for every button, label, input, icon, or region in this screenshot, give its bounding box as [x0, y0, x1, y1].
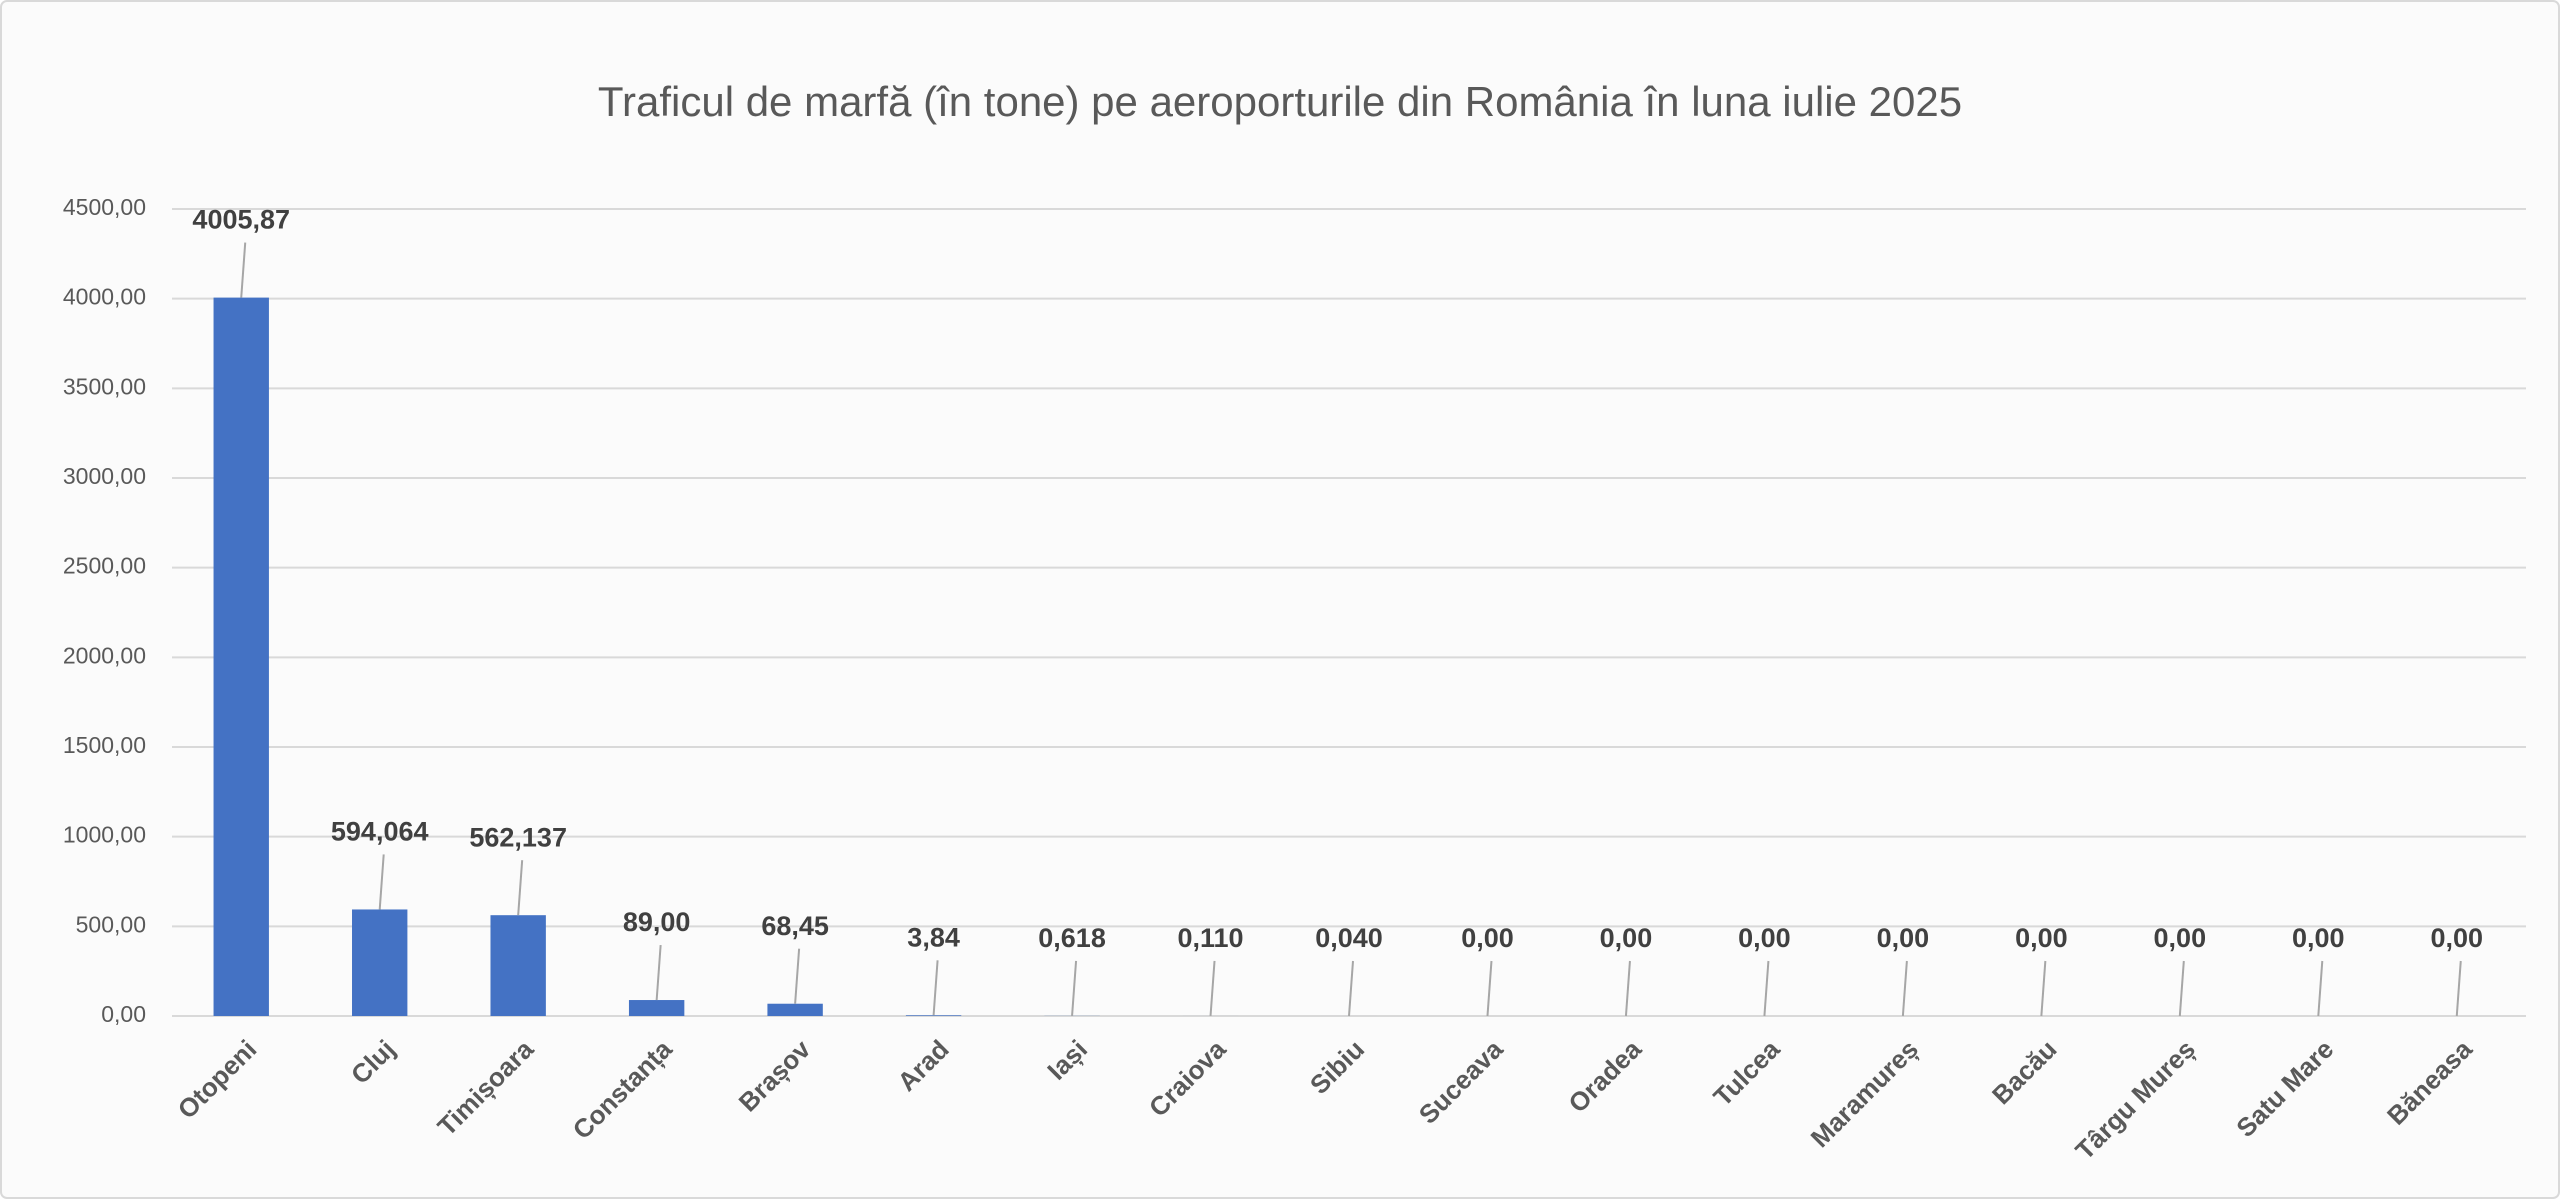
data-label: 0,00	[2430, 923, 2483, 953]
y-tick-label: 0,00	[101, 1001, 146, 1027]
y-tick-label: 500,00	[76, 911, 146, 937]
data-label: 0,040	[1315, 923, 1383, 953]
data-label: 0,00	[2154, 923, 2207, 953]
data-label: 0,00	[1877, 923, 1930, 953]
y-tick-label: 4500,00	[63, 194, 146, 220]
y-tick-label: 2000,00	[63, 642, 146, 668]
bar	[352, 909, 407, 1016]
data-label: 0,00	[2292, 923, 2345, 953]
data-label: 594,064	[331, 817, 429, 847]
data-label: 89,00	[623, 907, 691, 937]
data-label: 0,00	[1461, 923, 1514, 953]
chart-title: Traficul de marfă (în tone) pe aeroportu…	[598, 78, 1962, 125]
data-label: 0,00	[1738, 923, 1791, 953]
bar	[629, 1000, 684, 1016]
data-label: 562,137	[469, 822, 567, 852]
y-tick-label: 3000,00	[63, 463, 146, 489]
data-label: 0,00	[2015, 923, 2068, 953]
y-tick-label: 2500,00	[63, 553, 146, 579]
bar	[906, 1015, 961, 1016]
bar	[490, 915, 545, 1016]
y-tick-label: 1000,00	[63, 822, 146, 848]
data-label: 68,45	[761, 911, 829, 941]
y-tick-label: 4000,00	[63, 284, 146, 310]
y-tick-label: 1500,00	[63, 732, 146, 758]
data-label: 0,00	[1600, 923, 1653, 953]
data-label: 0,618	[1038, 923, 1106, 953]
data-label: 3,84	[907, 922, 960, 952]
bar	[214, 298, 269, 1016]
y-tick-label: 3500,00	[63, 373, 146, 399]
bar	[767, 1004, 822, 1016]
data-label: 4005,87	[192, 205, 290, 235]
data-label: 0,110	[1177, 923, 1243, 953]
